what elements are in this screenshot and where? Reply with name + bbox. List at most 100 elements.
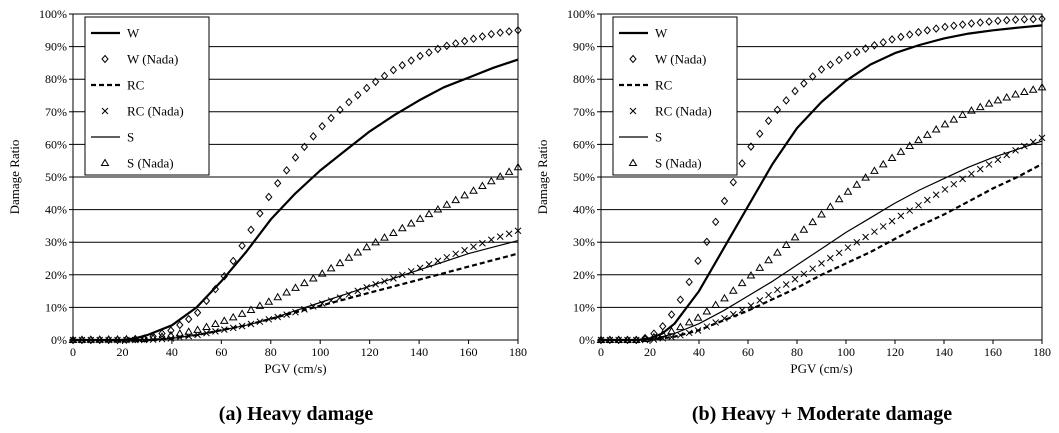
w-nada-marker (782, 96, 790, 105)
legend: W W (Nada) RC RC (Nada) S S (Nada) (612, 16, 738, 176)
legend-label-rc: RC (127, 78, 144, 93)
w-nada-marker (941, 22, 949, 32)
s-nada-marker (193, 325, 202, 333)
legend-marker-s-nada (100, 158, 110, 166)
w-nada-marker (371, 77, 380, 87)
s-nada-marker (667, 326, 676, 335)
y-tick-label-10%: 10% (573, 300, 595, 314)
rc-nada-marker (747, 302, 755, 309)
w-nada-marker (835, 55, 843, 65)
w-nada-marker (844, 51, 852, 60)
w-nada-marker (425, 48, 433, 57)
x-tick-label-120: 120 (886, 345, 904, 359)
w-nada-marker (443, 41, 451, 51)
s-nada-marker (460, 190, 469, 199)
w-nada-marker (650, 329, 658, 338)
s-nada-marker (737, 278, 747, 287)
rc-nada-marker (879, 223, 887, 230)
y-tick-label-80%: 80% (45, 72, 67, 86)
s-nada-marker (861, 173, 870, 181)
s-nada-marker (353, 248, 363, 256)
w-nada-marker (300, 142, 309, 152)
x-tick-label-60: 60 (215, 345, 227, 359)
legend-label-rc-nada: RC (Nada) (127, 104, 184, 119)
y-tick-label-60%: 60% (573, 137, 595, 151)
s-nada-marker (834, 194, 844, 203)
s-nada-marker (949, 115, 959, 123)
y-axis-title: Damage Ratio (535, 140, 550, 215)
series-rc-nada (69, 227, 522, 344)
s-nada-marker (166, 330, 176, 339)
y-tick-label-10%: 10% (45, 300, 67, 314)
y-tick-label-100%: 100% (39, 7, 67, 21)
w-nada-marker (193, 308, 202, 317)
w-nada-marker (685, 277, 693, 287)
s-nada-marker (605, 335, 615, 343)
w-nada-marker (185, 314, 193, 324)
y-tick-label-20%: 20% (45, 268, 67, 282)
w-nada-marker (389, 65, 398, 75)
x-tick-label-100: 100 (837, 345, 855, 359)
s-nada-marker (246, 305, 256, 314)
series-rc (73, 252, 519, 342)
y-tick-label-70%: 70% (45, 105, 67, 119)
s-nada-marker (1011, 90, 1020, 98)
rc-nada-marker (774, 286, 781, 294)
series-s (601, 140, 1043, 341)
rc-nada-marker (888, 217, 896, 225)
chart-caption: (b) Heavy + Moderate damage (692, 403, 952, 425)
s-nada-marker (817, 209, 826, 218)
w-nada-marker (800, 79, 808, 88)
s-nada-marker (442, 200, 452, 208)
rc-nada-marker (932, 191, 940, 199)
w-nada-marker (667, 310, 676, 319)
rc-nada-marker (729, 310, 737, 318)
rc-nada-marker (994, 156, 1002, 164)
legend-marker-rc-nada (629, 107, 637, 115)
rc-nada-marker (791, 275, 799, 283)
w-nada-marker (870, 41, 879, 50)
w-line (73, 58, 519, 342)
s-nada-marker (317, 269, 327, 277)
s-nada-marker (790, 232, 800, 241)
w-nada-marker (632, 335, 640, 345)
s-nada-marker (308, 273, 318, 282)
s-nada-marker (380, 233, 389, 241)
x-tick-label-20: 20 (644, 345, 656, 359)
w-nada-marker (487, 29, 495, 39)
s-nada-marker (451, 195, 461, 204)
rc-nada-marker (923, 196, 931, 204)
w-nada-marker (158, 329, 166, 338)
w-nada-marker (336, 105, 344, 115)
w-nada-marker (773, 105, 782, 115)
s-nada-marker (1028, 85, 1038, 93)
legend-marker-rc-nada (101, 107, 109, 115)
y-axis-title: Damage Ratio (7, 140, 22, 215)
legend-label-s-nada: S (Nada) (127, 156, 174, 171)
w-nada-marker (923, 26, 931, 35)
s-line (601, 140, 1043, 341)
w-nada-marker (994, 16, 1002, 26)
w-nada-marker (879, 38, 887, 47)
rc-nada-marker (844, 244, 852, 251)
s-nada-marker (1002, 92, 1012, 101)
w-nada-marker (318, 122, 326, 131)
chart-a: 0% 10% 20% 30% 40% 50% 60% 70% 80% 90% 100% 0 20 40 60… (7, 7, 527, 425)
legend-label-w-nada: W (Nada) (655, 52, 706, 67)
rc-nada-marker (959, 175, 966, 183)
s-nada-marker (693, 313, 703, 321)
s-nada-marker (389, 228, 398, 236)
w-nada-marker (460, 36, 469, 46)
w-nada-marker (1003, 15, 1011, 25)
w-nada-marker (354, 90, 362, 100)
w-nada-marker (416, 51, 424, 61)
s-nada-marker (513, 162, 523, 171)
s-nada-marker (958, 110, 967, 118)
w-nada-marker (398, 60, 406, 70)
w-nada-marker (452, 39, 460, 48)
rc-nada-marker (452, 250, 460, 258)
s-nada-marker (122, 334, 131, 343)
rc-nada-marker (677, 331, 684, 339)
legend-label-w: W (127, 26, 140, 41)
y-tick-label-90%: 90% (45, 40, 67, 54)
